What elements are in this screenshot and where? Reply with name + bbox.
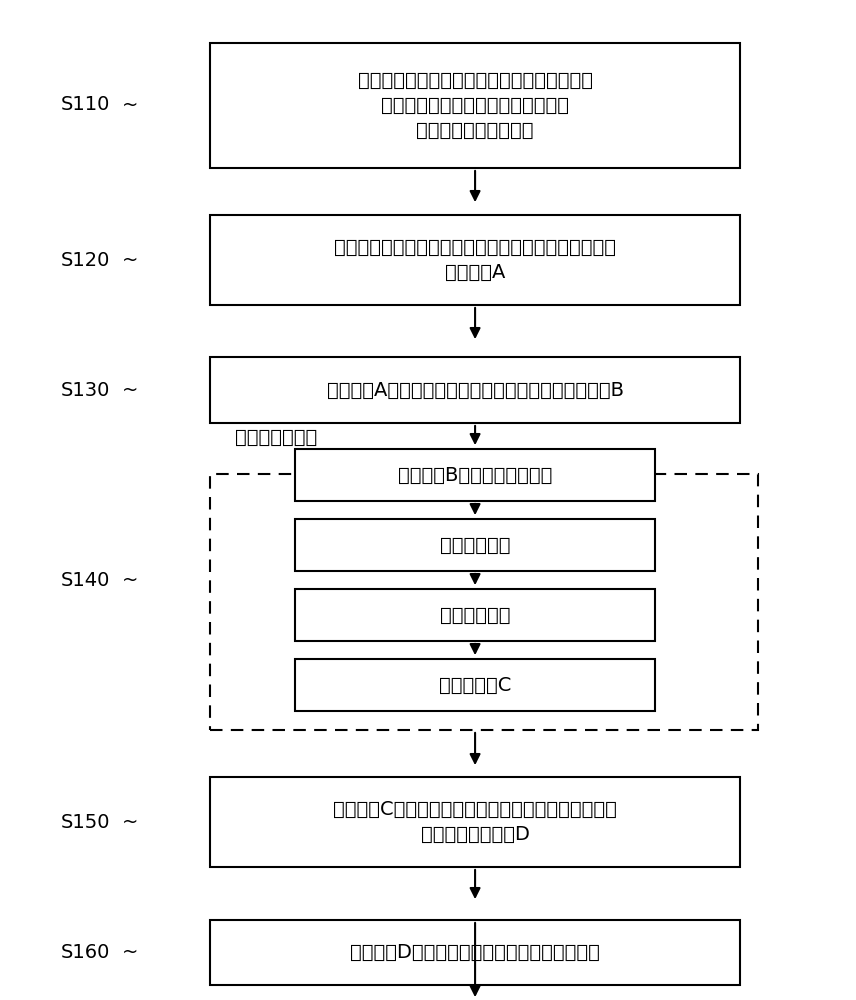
Text: ~: ~: [122, 812, 138, 832]
Text: 向熔融的无机水合盐中加入成核剂，进行乳化处理，获
得混合物A: 向熔融的无机水合盐中加入成核剂，进行乳化处理，获 得混合物A: [334, 238, 616, 282]
Text: ~: ~: [122, 942, 138, 962]
Text: 进行低温处理: 进行低温处理: [440, 605, 510, 624]
Text: S140: S140: [61, 570, 110, 589]
Text: 向混合物A中加入增稠剂，进行增稠处理，获得混合物B: 向混合物A中加入增稠剂，进行增稠处理，获得混合物B: [327, 380, 623, 399]
Bar: [210, 358, 740, 422]
Bar: [295, 519, 655, 571]
Text: S150: S150: [61, 812, 110, 832]
Bar: [210, 42, 740, 167]
Text: 将无机水合盐加热至预热温度，预热温度大于
无机水合盐的熔点，进行预热处理，
获得熔融的无机水合盐: 将无机水合盐加热至预热温度，预热温度大于 无机水合盐的熔点，进行预热处理， 获得…: [358, 70, 592, 139]
Text: 向混合物B中加入温度调节剂: 向混合物B中加入温度调节剂: [398, 466, 552, 485]
Bar: [295, 659, 655, 711]
Text: ~: ~: [122, 96, 138, 114]
Bar: [295, 589, 655, 641]
Text: S160: S160: [61, 942, 110, 962]
Text: S130: S130: [61, 380, 110, 399]
Bar: [210, 475, 758, 730]
Bar: [210, 920, 740, 984]
Text: S120: S120: [61, 250, 110, 269]
Text: 将混合物D冷却固化，形成无机水合盐相变材料: 将混合物D冷却固化，形成无机水合盐相变材料: [350, 942, 600, 962]
Text: ~: ~: [122, 570, 138, 589]
Bar: [210, 777, 740, 867]
Text: 进行高温处理: 进行高温处理: [440, 536, 510, 554]
Text: S110: S110: [61, 96, 110, 114]
Text: 向混合物C中加入缓蚀剂和导热填料，进行第二次混合
处理，获得混合物D: 向混合物C中加入缓蚀剂和导热填料，进行第二次混合 处理，获得混合物D: [333, 800, 617, 844]
Text: ~: ~: [122, 250, 138, 269]
Bar: [210, 215, 740, 305]
Text: 第一次混合处理: 第一次混合处理: [235, 428, 318, 446]
Bar: [295, 449, 655, 501]
Text: ~: ~: [122, 380, 138, 399]
Text: 获得混合物C: 获得混合物C: [439, 676, 511, 694]
